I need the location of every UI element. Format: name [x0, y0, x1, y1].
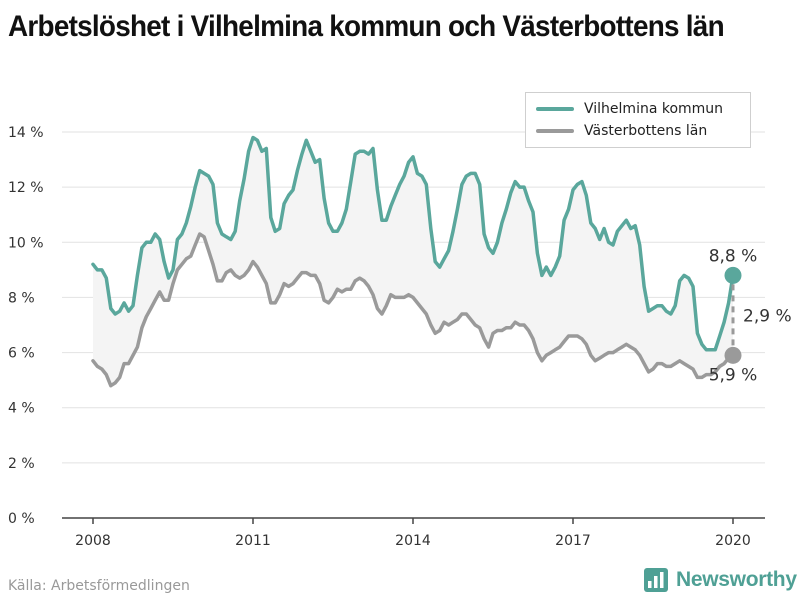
bar-chart-logo-icon	[644, 568, 668, 592]
x-tick-label: 2008	[75, 533, 111, 549]
y-tick-label: 4 %	[8, 401, 35, 417]
source-note: Källa: Arbetsförmedlingen	[8, 578, 190, 594]
chart-title: Arbetslöshet i Vilhelmina kommun och Väs…	[8, 10, 725, 43]
x-tick-label: 2011	[235, 533, 271, 549]
axes: 0 % 2 % 4 % 6 % 8 % 10 % 12 % 14 % 2008 2011 2014 2…	[8, 125, 765, 549]
end-annotations: 8,8 % 5,9 % 2,9 %	[709, 246, 792, 385]
legend-swatch-vasterbotten	[536, 129, 574, 133]
legend-item-vasterbotten: Västerbottens län	[536, 121, 707, 141]
y-tick-label: 8 %	[8, 290, 35, 306]
brand-logo[interactable]: Newsworthy	[644, 568, 797, 592]
legend-item-vilhelmina: Vilhelmina kommun	[536, 99, 723, 119]
difference-label: 2,9 %	[743, 306, 792, 326]
end-label-vasterbotten: 5,9 %	[709, 365, 758, 385]
legend-swatch-vilhelmina	[536, 107, 574, 111]
y-tick-label: 2 %	[8, 456, 35, 472]
y-tick-label: 6 %	[8, 346, 35, 362]
brand-name: Newsworthy	[676, 568, 797, 591]
end-point-vasterbotten	[724, 346, 742, 364]
difference-band	[93, 137, 733, 386]
end-label-vilhelmina: 8,8 %	[709, 246, 758, 266]
legend-label-vasterbotten: Västerbottens län	[584, 123, 708, 139]
x-tick-label: 2014	[395, 533, 431, 549]
y-tick-label: 0 %	[8, 511, 35, 527]
x-tick-label: 2017	[555, 533, 591, 549]
series-gap-area	[93, 137, 733, 386]
legend: Vilhelmina kommun Västerbottens län	[525, 92, 751, 148]
series-lines	[91, 135, 735, 388]
series-line-vasterbotten	[91, 232, 735, 388]
y-tick-label: 10 %	[8, 235, 44, 251]
y-tick-label: 14 %	[8, 125, 44, 141]
end-point-vilhelmina	[724, 266, 742, 284]
series-line-vilhelmina	[91, 135, 735, 352]
y-tick-label: 12 %	[8, 180, 44, 196]
legend-label-vilhelmina: Vilhelmina kommun	[584, 101, 724, 117]
x-tick-label: 2020	[715, 533, 751, 549]
